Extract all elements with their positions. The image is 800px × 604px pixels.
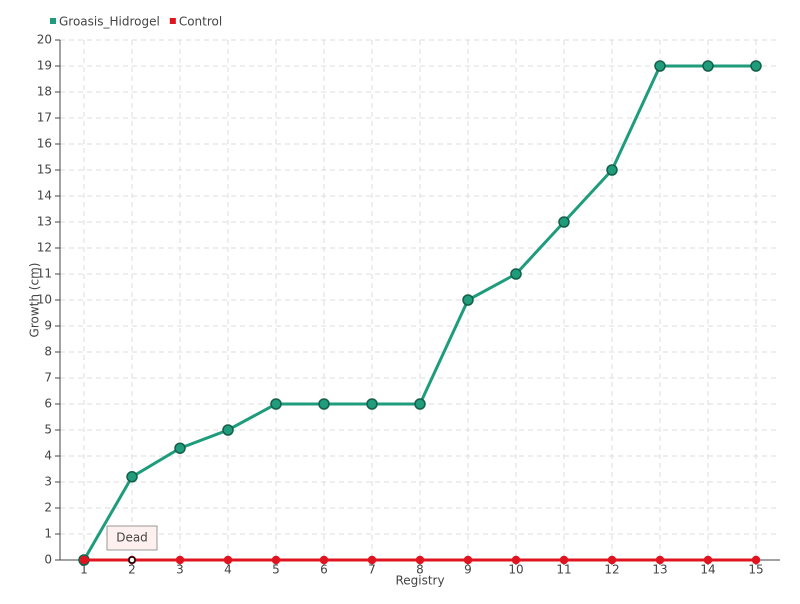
x-tick-label: 10 [508,563,523,577]
x-tick-label: 3 [176,563,184,577]
x-tick-label: 2 [128,563,136,577]
data-point [751,555,761,565]
x-tick-label: 13 [652,563,667,577]
data-point [463,555,473,565]
x-tick-label: 7 [368,563,376,577]
x-tick-label: 9 [464,563,472,577]
data-point [511,555,521,565]
data-point [558,216,570,228]
data-point [366,398,378,410]
data-point [175,555,185,565]
y-tick-label: 0 [44,553,52,567]
data-point [654,60,666,72]
data-point [415,555,425,565]
data-point [367,555,377,565]
y-tick-label: 14 [37,189,52,203]
y-tick-label: 17 [37,111,52,125]
data-point [607,555,617,565]
legend-label: Groasis_Hidrogel [59,15,160,29]
y-tick-label: 7 [44,371,52,385]
data-point [79,555,89,565]
data-point [318,398,330,410]
data-point [462,294,474,306]
data-point [174,442,186,454]
x-tick-label: 12 [604,563,619,577]
x-tick-label: 1 [80,563,88,577]
y-tick-label: 8 [44,345,52,359]
y-tick-label: 19 [37,59,52,73]
data-point [606,164,618,176]
y-tick-label: 1 [44,527,52,541]
data-point [703,555,713,565]
annotation: Dead [106,525,158,564]
x-tick-label: 15 [748,563,763,577]
x-tick-label: 6 [320,563,328,577]
x-tick-label: 8 [416,563,424,577]
legend-label: Control [179,15,222,29]
y-tick-label: 3 [44,475,52,489]
data-point [223,555,233,565]
annotation-box [106,525,158,551]
data-point [750,60,762,72]
x-tick-label: 14 [700,563,715,577]
y-tick-label: 10 [37,293,52,307]
data-point [414,398,426,410]
y-axis-label: Growth (cm) [28,263,42,338]
data-point [319,555,329,565]
annotation-text: Dead [116,531,148,545]
y-tick-label: 15 [37,163,52,177]
y-tick-label: 12 [37,241,52,255]
y-tick-label: 11 [37,267,52,281]
data-point [222,424,234,436]
x-axis-label: Registry [395,574,444,588]
x-tick-label: 4 [224,563,232,577]
y-tick-label: 18 [37,85,52,99]
y-tick-label: 5 [44,423,52,437]
data-point [702,60,714,72]
legend-swatch [169,18,176,24]
y-tick-label: 4 [44,449,52,463]
data-point [271,555,281,565]
x-tick-label: 5 [272,563,280,577]
y-tick-label: 16 [37,137,52,151]
data-point [270,398,282,410]
y-tick-label: 9 [44,319,52,333]
y-tick-label: 13 [37,215,52,229]
legend-swatch [50,18,56,24]
data-point [126,471,138,483]
x-tick-label: 11 [556,563,571,577]
annotation-marker [128,556,136,564]
y-tick-label: 6 [44,397,52,411]
data-point [655,555,665,565]
data-point [559,555,569,565]
y-tick-label: 2 [44,501,52,515]
y-tick-label: 20 [37,33,52,47]
data-point [510,268,522,280]
